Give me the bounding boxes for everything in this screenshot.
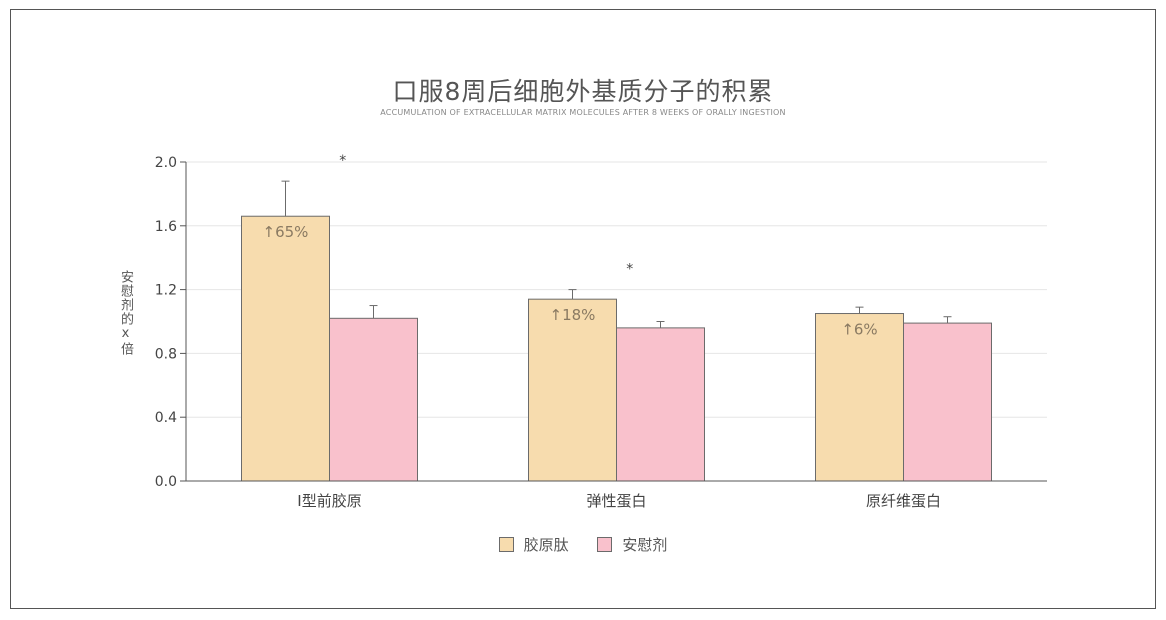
data-label: ↑6% bbox=[841, 321, 877, 339]
y-tick-label: 1.2 bbox=[155, 283, 177, 299]
y-tick-label: 1.6 bbox=[155, 219, 177, 235]
data-label: ↑65% bbox=[263, 223, 309, 241]
legend-item-placebo: 安慰剂 bbox=[597, 534, 667, 555]
bars: ↑65% * ↑18% * ↑6% bbox=[241, 153, 992, 482]
legend-swatch-collagen bbox=[498, 537, 514, 552]
axes bbox=[185, 162, 1047, 482]
data-label: ↑18% bbox=[550, 306, 596, 324]
significance-marker: * bbox=[626, 262, 633, 278]
x-tick-label: 原纤维蛋白 bbox=[866, 492, 941, 510]
x-axis-labels: I型前胶原 弹性蛋白 原纤维蛋白 bbox=[297, 492, 941, 510]
bar bbox=[616, 327, 705, 482]
x-tick-label: 弹性蛋白 bbox=[586, 492, 646, 510]
significance-marker: * bbox=[339, 153, 346, 169]
bar bbox=[329, 317, 418, 482]
legend-label-placebo: 安慰剂 bbox=[622, 536, 668, 554]
bar bbox=[903, 322, 992, 482]
bar bbox=[528, 298, 617, 482]
legend: 胶原肽 安慰剂 bbox=[0, 534, 1166, 556]
legend-item-collagen: 胶原肽 bbox=[498, 534, 569, 555]
y-tick-label: 0.8 bbox=[155, 346, 177, 362]
y-axis-label: 安慰剂的x倍 bbox=[118, 270, 133, 356]
chart-title: 口服8周后细胞外基质分子的积累 bbox=[392, 77, 774, 106]
y-tick-label: 0.4 bbox=[155, 410, 177, 426]
y-tick-label: 0.0 bbox=[155, 474, 177, 490]
bar bbox=[815, 313, 904, 482]
y-tick-label: 2.0 bbox=[155, 155, 177, 171]
y-axis-ticks: 0.0 0.4 0.8 1.2 1.6 2.0 bbox=[155, 155, 186, 490]
legend-swatch-placebo bbox=[597, 537, 613, 552]
chart-subtitle: ACCUMULATION OF EXTRACELLULAR MATRIX MOL… bbox=[380, 108, 786, 117]
x-tick-label: I型前胶原 bbox=[297, 492, 361, 510]
legend-label-collagen: 胶原肽 bbox=[523, 536, 569, 554]
bar bbox=[241, 215, 330, 482]
